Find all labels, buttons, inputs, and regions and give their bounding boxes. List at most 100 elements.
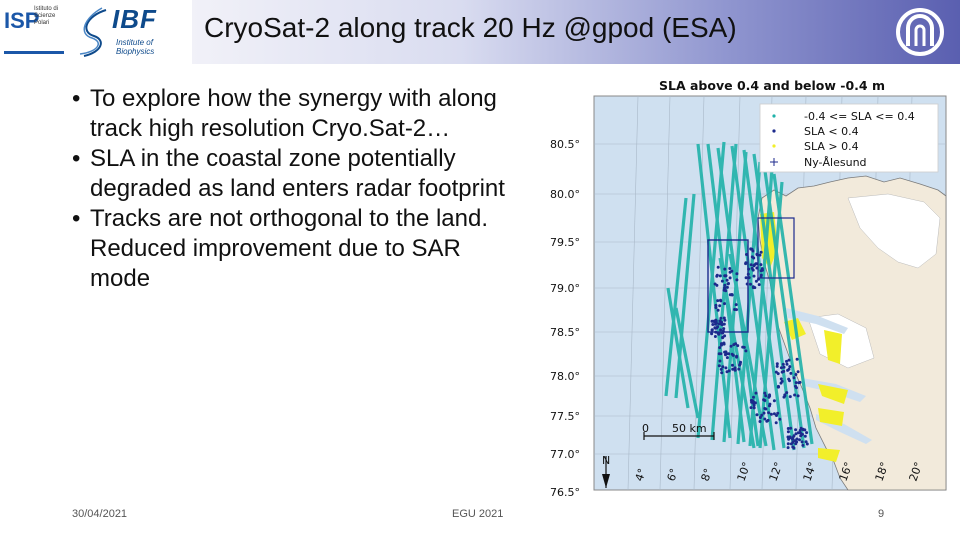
sla-low-point	[804, 440, 808, 444]
sla-low-point	[749, 263, 753, 267]
sla-low-point	[749, 282, 752, 286]
sla-low-point	[799, 431, 802, 435]
sla-low-point	[744, 349, 748, 353]
sla-low-point	[795, 386, 798, 390]
figure-title: SLA above 0.4 and below -0.4 m	[659, 78, 885, 93]
sla-low-point	[757, 283, 761, 287]
sla-low-point	[752, 264, 756, 268]
sla-low-point	[730, 352, 734, 356]
sla-low-point	[730, 293, 734, 296]
sla-low-point	[759, 250, 763, 254]
bullet-list: To explore how the synergy with along tr…	[72, 84, 522, 294]
sla-low-point	[741, 345, 745, 349]
sla-low-point	[725, 352, 729, 356]
sla-low-point	[805, 431, 809, 435]
sla-low-point	[711, 323, 715, 326]
isp-logo-subtitle: Istituto di Scienze Polari	[34, 6, 59, 26]
sla-low-point	[779, 366, 783, 370]
sla-low-point	[733, 308, 737, 311]
sla-low-point	[736, 344, 740, 348]
sla-low-point	[744, 276, 748, 280]
sla-low-point	[776, 411, 780, 415]
sla-low-point	[768, 404, 771, 408]
sla-low-point	[719, 316, 723, 320]
figure-legend: -0.4 <= SLA <= 0.4 SLA < 0.4 SLA > 0.4 N…	[759, 103, 939, 173]
sla-low-point	[728, 276, 732, 280]
sla-low-point	[731, 367, 735, 371]
sla-low-point	[723, 267, 727, 271]
lat-tick-label: 80.0°	[550, 188, 580, 201]
sla-low-point	[762, 398, 766, 402]
sla-low-point	[786, 427, 790, 430]
sla-low-point	[718, 319, 722, 323]
sla-low-point	[718, 304, 722, 308]
sla-low-point	[723, 274, 727, 278]
sla-low-point	[751, 268, 755, 272]
sla-low-point	[735, 278, 739, 282]
lon-tick-label: 16°	[837, 460, 856, 483]
sla-low-point	[760, 413, 764, 417]
sla-low-point	[718, 346, 722, 350]
sla-low-point	[765, 419, 769, 423]
legend-label: -0.4 <= SLA <= 0.4	[804, 110, 915, 123]
lat-tick-label: 80.5°	[550, 138, 580, 151]
sla-low-point	[789, 371, 793, 375]
sla-low-point	[710, 319, 714, 323]
sla-low-point	[735, 355, 739, 359]
sla-low-point	[788, 365, 792, 369]
sla-low-point	[713, 335, 717, 338]
bullet-item: SLA in the coastal zone potentially degr…	[72, 144, 522, 204]
sla-low-point	[775, 364, 779, 368]
isp-logo: ISP Istituto di Scienze Polari	[0, 0, 72, 64]
sla-low-point	[722, 288, 726, 292]
sla-low-point	[755, 413, 759, 417]
sla-low-point	[718, 359, 722, 363]
sla-low-point	[794, 428, 798, 432]
sla-low-point	[754, 279, 758, 283]
sla-low-point	[801, 443, 805, 447]
sla-low-point	[722, 341, 726, 345]
sla-low-point	[795, 357, 799, 361]
sla-low-point	[727, 282, 730, 285]
sla-low-point	[720, 371, 724, 375]
sla-low-point	[718, 274, 722, 278]
cnr-logo-icon	[896, 8, 944, 56]
ibf-swirl-icon	[79, 7, 107, 57]
scale-bar: 0 50 km	[642, 422, 715, 440]
sla-low-point	[785, 362, 789, 366]
sla-low-point	[796, 394, 800, 398]
sla-low-point	[759, 269, 763, 273]
sla-low-point	[750, 255, 754, 259]
sla-low-point	[796, 370, 800, 374]
cryosat-track	[762, 163, 806, 449]
sla-low-point	[722, 327, 726, 331]
lon-tick-labels: 4° 6° 8° 10° 12° 14° 16° 18° 20°	[633, 460, 926, 483]
lon-tick-label: 4°	[633, 467, 649, 483]
sla-low-point	[767, 395, 771, 399]
sla-low-point	[780, 379, 784, 383]
sla-low-point	[717, 322, 721, 326]
legend-label: SLA > 0.4	[804, 140, 859, 153]
cryosat-track	[736, 161, 762, 445]
sla-low-point	[779, 377, 783, 381]
footer-event: EGU 2021	[452, 508, 504, 520]
region-box	[707, 239, 749, 333]
cryosat-track	[696, 143, 732, 439]
lon-tick-label: 12°	[767, 460, 786, 483]
cryosat-track	[666, 287, 690, 409]
bullet-item: Tracks are not orthogonal to the land. R…	[72, 204, 522, 294]
glacier-area	[847, 193, 941, 269]
sla-low-point	[763, 417, 767, 421]
sla-low-point	[752, 403, 756, 407]
cryosat-track	[664, 197, 688, 397]
cryosat-track	[752, 153, 796, 451]
legend-marker-normal	[772, 114, 776, 118]
sla-low-point	[792, 446, 796, 450]
isp-logo-bar	[4, 51, 64, 54]
sla-low-point	[714, 318, 718, 322]
sla-low-point	[775, 414, 778, 417]
lat-tick-label: 79.0°	[550, 282, 580, 295]
legend-label: Ny-Ålesund	[804, 156, 867, 169]
sla-low-points	[710, 247, 809, 450]
lat-tick-label: 79.5°	[550, 236, 580, 249]
